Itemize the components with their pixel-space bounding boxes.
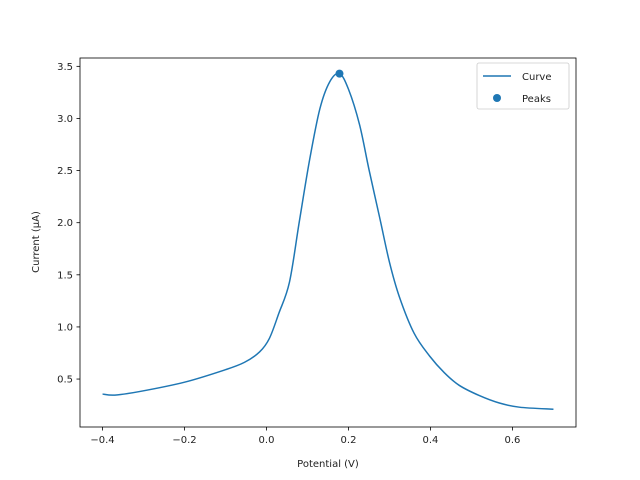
y-tick-label: 2.0 xyxy=(57,218,73,229)
x-axis-label: Potential (V) xyxy=(297,459,359,470)
plot-area xyxy=(79,57,577,428)
legend-label-curve: Curve xyxy=(522,72,552,83)
x-tick-label: −0.4 xyxy=(90,435,114,446)
y-tick-label: 3.5 xyxy=(57,62,73,73)
legend-label-peaks: Peaks xyxy=(522,94,551,105)
x-tick-label: 0.2 xyxy=(341,435,357,446)
y-axis-ticks: 0.5 1.0 1.5 2.0 2.5 3.0 3.5 xyxy=(57,62,80,386)
y-tick-label: 1.5 xyxy=(57,270,73,281)
x-tick-label: 0.4 xyxy=(423,435,439,446)
x-tick-label: −0.2 xyxy=(172,435,196,446)
peak-markers xyxy=(335,69,344,78)
legend-dot-icon xyxy=(493,94,501,102)
y-tick-label: 3.0 xyxy=(57,114,73,125)
peak-marker xyxy=(335,69,344,78)
x-tick-label: 0.6 xyxy=(505,435,521,446)
axes-frame xyxy=(79,57,577,428)
x-tick-label: 0.0 xyxy=(259,435,275,446)
y-tick-label: 0.5 xyxy=(57,375,73,386)
y-tick-label: 1.0 xyxy=(57,322,73,333)
axes-background xyxy=(80,58,576,427)
x-axis-ticks: −0.4 −0.2 0.0 0.2 0.4 0.6 xyxy=(90,427,520,446)
y-tick-label: 2.5 xyxy=(57,166,73,177)
legend: Curve Peaks xyxy=(476,62,570,110)
y-axis-label: Current (µA) xyxy=(31,211,42,273)
